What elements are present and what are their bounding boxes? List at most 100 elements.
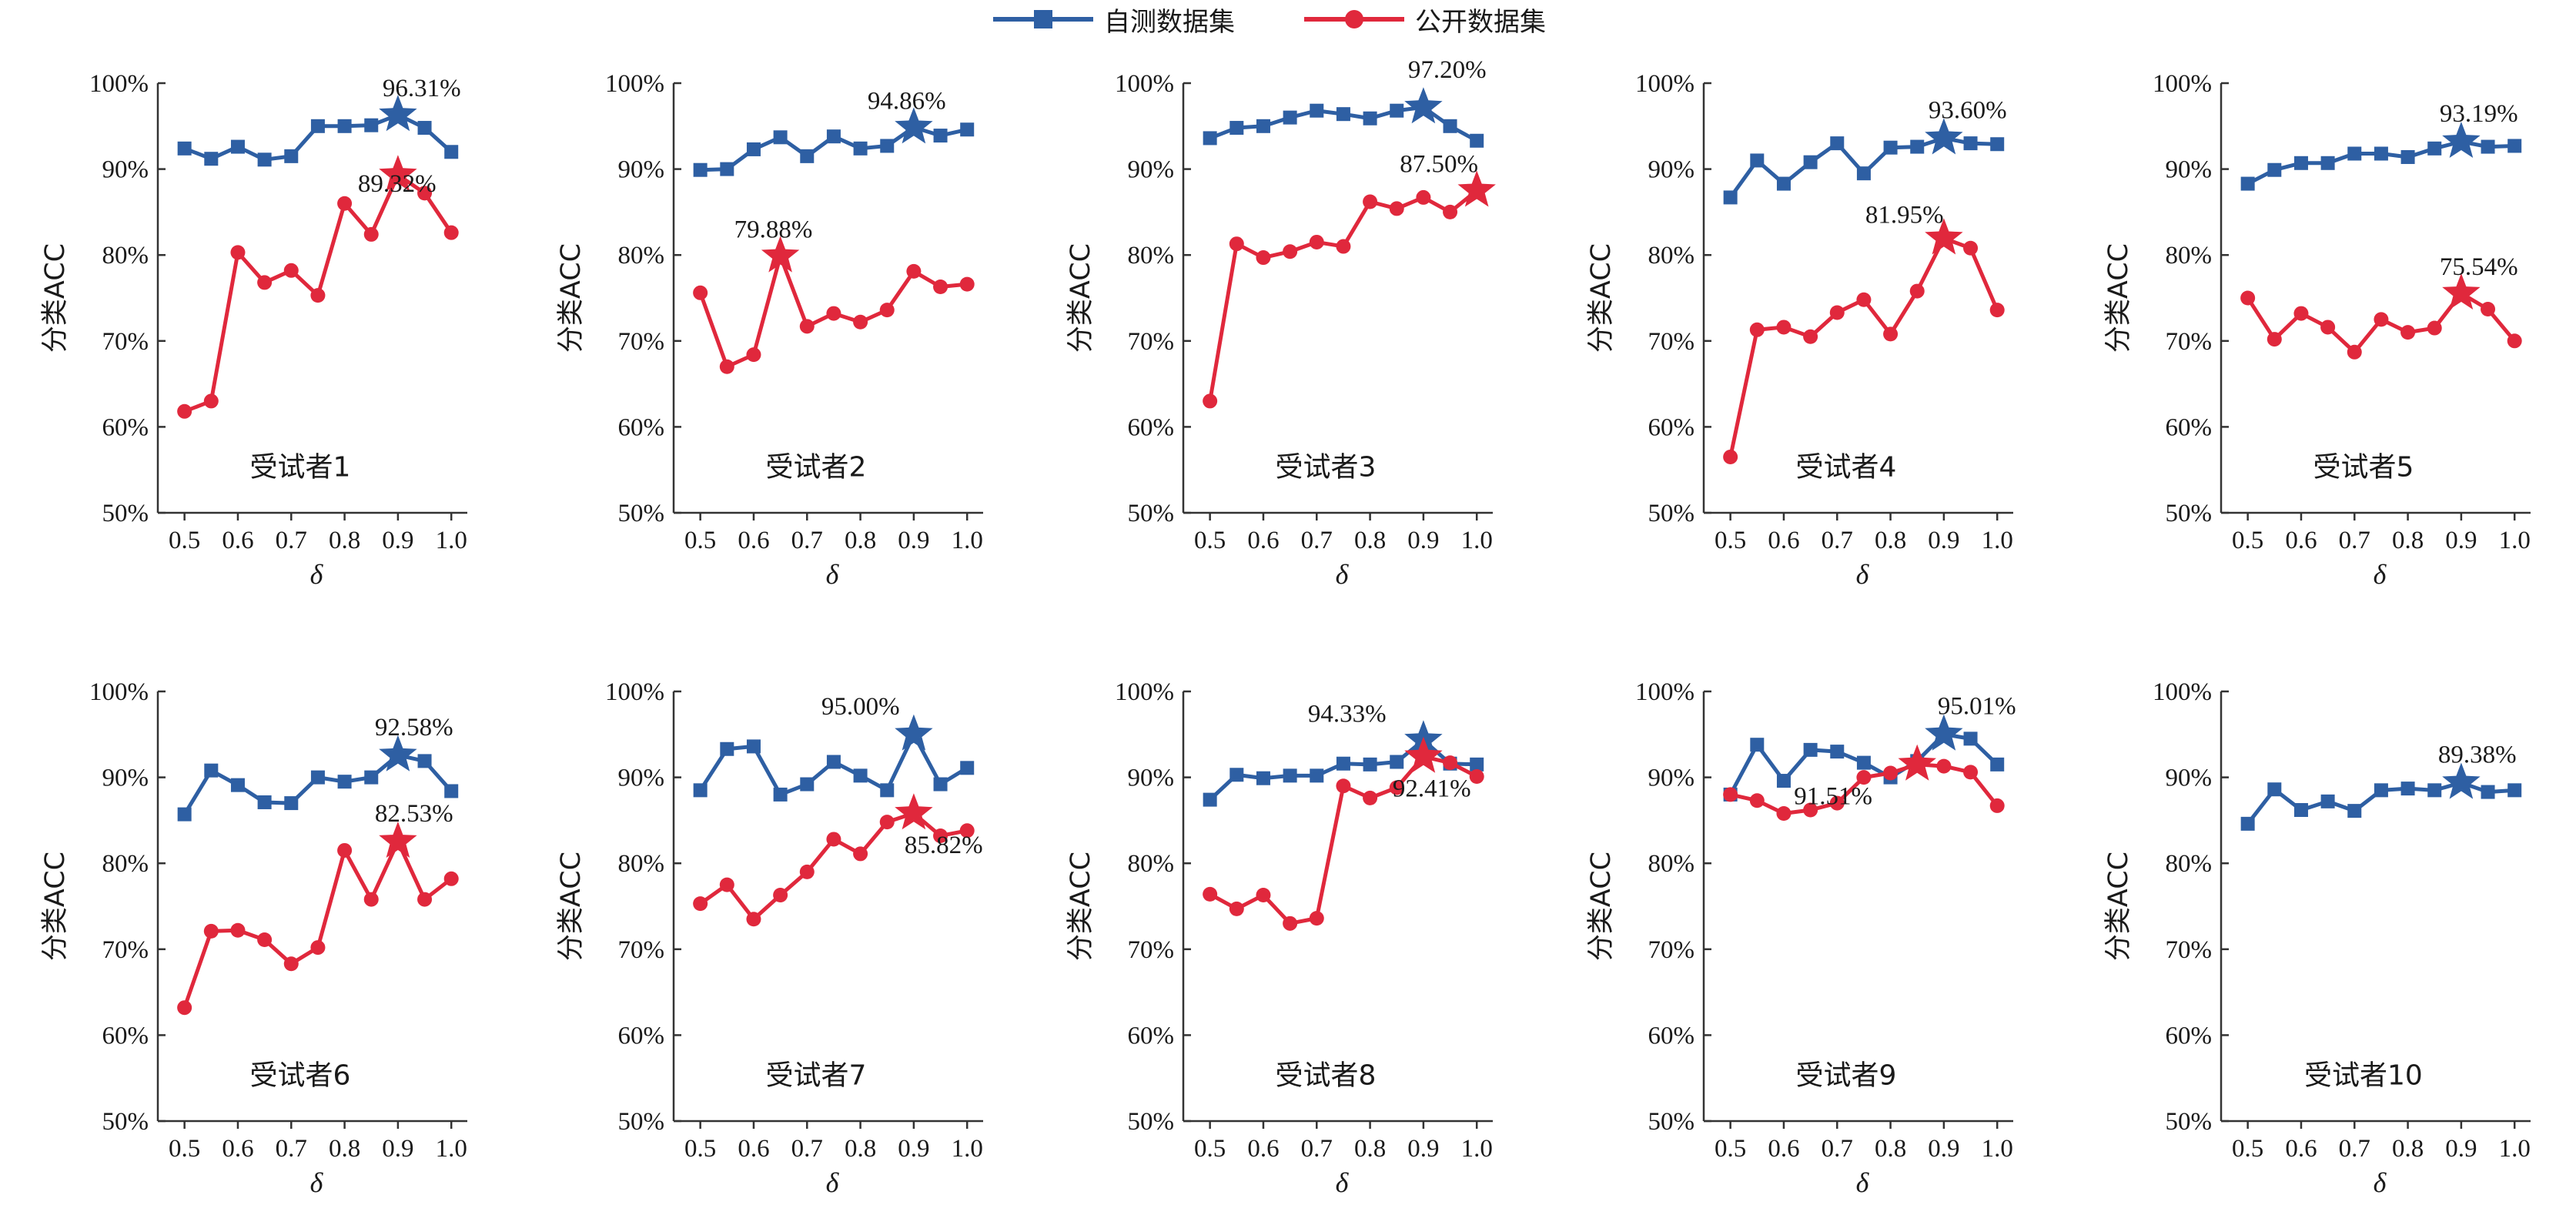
y-tick-label: 80% (102, 242, 149, 269)
data-point (1990, 137, 2005, 152)
y-tick-label: 70% (1648, 936, 1695, 964)
y-tick-label: 60% (618, 1022, 665, 1049)
data-point (443, 871, 459, 886)
y-tick-label: 80% (1128, 242, 1175, 269)
x-tick-label: 1.0 (952, 527, 983, 554)
data-point (853, 846, 868, 862)
y-tick-label: 60% (1648, 1022, 1695, 1049)
data-point (1310, 103, 1324, 118)
data-point (203, 923, 219, 939)
data-point (363, 892, 379, 907)
data-point (363, 226, 379, 242)
best-value-label: 87.50% (1400, 151, 1478, 179)
data-point (959, 276, 975, 292)
data-point (1963, 765, 1979, 780)
x-tick-label: 1.0 (2499, 1135, 2531, 1163)
data-point (1830, 136, 1845, 151)
subplot-title: 受试者2 (765, 452, 866, 484)
data-point (257, 275, 273, 290)
x-tick-label: 0.6 (1768, 527, 1799, 554)
x-tick-label: 0.9 (1928, 1135, 1959, 1163)
data-point (1470, 133, 1484, 148)
y-tick-label: 70% (1128, 328, 1175, 356)
best-star-marker (1457, 170, 1496, 207)
data-point (2320, 156, 2335, 170)
legend-public-label: 公开数据集 (1415, 6, 1546, 38)
data-point (230, 139, 245, 154)
x-tick-label: 0.6 (1247, 1135, 1279, 1163)
subplot-title: 受试者4 (1795, 452, 1896, 484)
x-tick-label: 0.5 (169, 1135, 200, 1163)
y-tick-label: 90% (1648, 765, 1695, 792)
best-value-label: 93.19% (2440, 100, 2518, 128)
x-tick-label: 0.8 (1354, 1135, 1386, 1163)
x-tick-label: 0.7 (2339, 527, 2370, 554)
x-axis-label: δ (1336, 1167, 1350, 1198)
y-tick-label: 50% (1648, 500, 1695, 527)
data-point (1283, 768, 1297, 783)
data-point (800, 777, 815, 792)
data-point (2240, 290, 2256, 306)
y-tick-label: 90% (2166, 156, 2213, 184)
best-value-label: 81.95% (1865, 201, 1944, 229)
y-tick-label: 90% (2166, 765, 2213, 792)
data-point (2427, 783, 2442, 798)
data-point (2240, 176, 2255, 191)
y-tick-label: 90% (102, 156, 149, 184)
x-tick-label: 1.0 (1461, 527, 1493, 554)
x-tick-label: 0.8 (1875, 1135, 1906, 1163)
series-line-public (182, 839, 453, 1009)
y-tick-label: 90% (618, 765, 665, 792)
data-point (1883, 765, 1899, 781)
x-tick-label: 0.8 (845, 527, 876, 554)
data-point (177, 141, 192, 156)
x-tick-label: 1.0 (436, 1135, 467, 1163)
x-axis-label: δ (310, 559, 324, 590)
best-value-label: 97.20% (1408, 56, 1487, 84)
data-point (1203, 886, 1218, 902)
data-point (853, 768, 868, 783)
x-tick-label: 0.6 (222, 1135, 253, 1163)
data-point (1336, 107, 1350, 122)
x-tick-label: 0.9 (1928, 527, 1959, 554)
data-point (2507, 139, 2522, 153)
x-tick-label: 0.6 (1247, 527, 1279, 554)
data-point (1256, 119, 1270, 133)
y-tick-label: 80% (2166, 242, 2213, 269)
data-point (2481, 139, 2495, 154)
y-tick-label: 80% (618, 850, 665, 878)
data-point (310, 288, 326, 303)
data-point (1750, 738, 1765, 752)
data-point (1283, 110, 1297, 125)
data-point (1883, 140, 1898, 155)
legend: 自测数据集 公开数据集 (993, 0, 1546, 38)
x-tick-label: 0.6 (738, 527, 769, 554)
data-point (2347, 146, 2362, 161)
y-tick-label: 70% (102, 936, 149, 964)
x-tick-label: 0.7 (1822, 527, 1853, 554)
data-point (853, 141, 868, 156)
best-value-label: 82.53% (375, 800, 453, 828)
data-point (1390, 103, 1404, 118)
subplot-title: 受试者3 (1275, 452, 1376, 484)
x-tick-label: 0.9 (382, 527, 413, 554)
data-point (443, 225, 459, 240)
y-tick-label: 100% (89, 678, 149, 706)
data-point (1363, 790, 1378, 805)
data-point (2240, 816, 2255, 831)
data-point (1363, 757, 1377, 772)
data-point (880, 139, 895, 153)
data-point (337, 842, 353, 858)
data-point (2347, 804, 2362, 818)
y-tick-label: 60% (102, 413, 149, 441)
data-point (2400, 782, 2415, 796)
data-point (1443, 119, 1457, 133)
data-point (204, 763, 219, 778)
data-point (1363, 194, 1378, 209)
y-tick-label: 80% (1648, 850, 1695, 878)
y-tick-label: 90% (102, 765, 149, 792)
data-point (2507, 333, 2522, 349)
data-point (826, 832, 841, 847)
subplot-title: 受试者8 (1275, 1060, 1376, 1092)
data-point (1309, 234, 1324, 249)
